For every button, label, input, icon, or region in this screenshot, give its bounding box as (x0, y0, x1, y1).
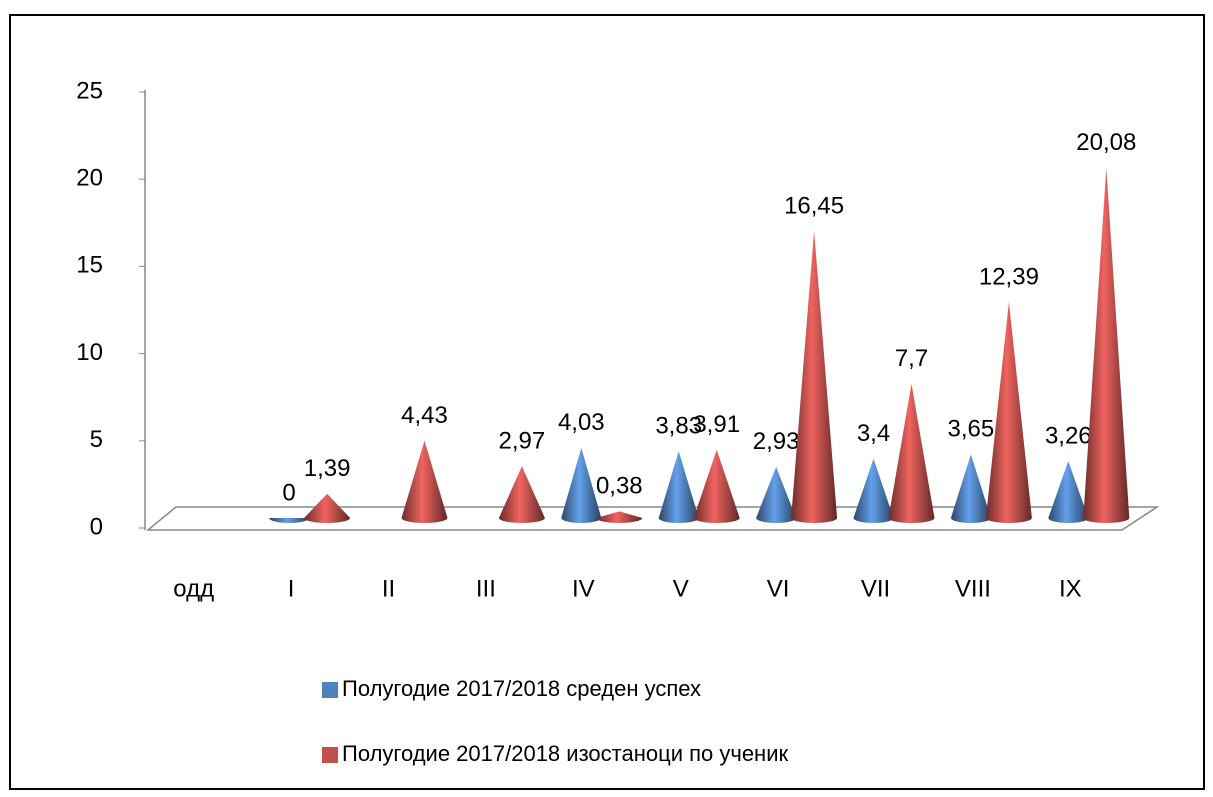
cone (950, 454, 991, 523)
cone (791, 231, 838, 523)
data-label: 12,39 (979, 263, 1039, 290)
data-label: 4,43 (401, 402, 448, 429)
y-tick-label: 10 (76, 339, 103, 366)
data-label: 2,93 (753, 428, 800, 455)
cone (756, 466, 797, 523)
cone (693, 449, 740, 523)
x-tick-label: VI (767, 575, 790, 602)
x-tick-label: одд (173, 575, 214, 602)
cone (1083, 167, 1130, 523)
x-tick-label: II (382, 575, 395, 602)
data-label: 0 (282, 479, 295, 506)
data-label: 3,26 (1045, 422, 1092, 449)
cone (269, 518, 310, 523)
cone (853, 458, 894, 523)
cone (401, 440, 448, 523)
x-tick-label: IX (1059, 575, 1082, 602)
x-tick-label: III (476, 575, 496, 602)
data-label: 4,03 (558, 409, 605, 436)
data-label: 2,97 (499, 428, 546, 455)
data-label: 3,4 (857, 420, 890, 447)
data-label: 20,08 (1076, 129, 1136, 156)
y-tick-label: 0 (90, 513, 103, 540)
data-label: 16,45 (784, 192, 844, 219)
data-label: 3,83 (655, 413, 702, 440)
x-tick-label: IV (572, 575, 595, 602)
cone (658, 451, 699, 523)
legend-swatch (322, 747, 338, 763)
data-label: 3,91 (693, 411, 740, 438)
cone (498, 466, 545, 523)
cone (1048, 461, 1089, 523)
data-label: 1,39 (304, 455, 351, 482)
y-tick-label: 15 (76, 252, 103, 279)
chart-border (9, 14, 1205, 790)
x-tick-label: VIII (955, 575, 991, 602)
cone (304, 493, 351, 523)
x-tick-label: VII (861, 575, 890, 602)
cone (596, 511, 643, 523)
data-label: 3,65 (948, 416, 995, 443)
legend-swatch (322, 682, 338, 698)
legend-label: Полугодие 2017/2018 среден успех (342, 676, 701, 701)
x-tick-label: I (288, 575, 295, 602)
cone (985, 301, 1032, 523)
legend-label: Полугодие 2017/2018 изостаноци по ученик (342, 741, 788, 766)
y-tick-label: 20 (76, 165, 103, 192)
data-label: 7,7 (895, 345, 928, 372)
y-tick-label: 5 (90, 426, 103, 453)
cone (561, 447, 602, 523)
x-tick-label: V (673, 575, 689, 602)
data-label: 0,38 (596, 473, 643, 500)
cone (888, 383, 935, 523)
y-tick-label: 25 (76, 77, 103, 104)
